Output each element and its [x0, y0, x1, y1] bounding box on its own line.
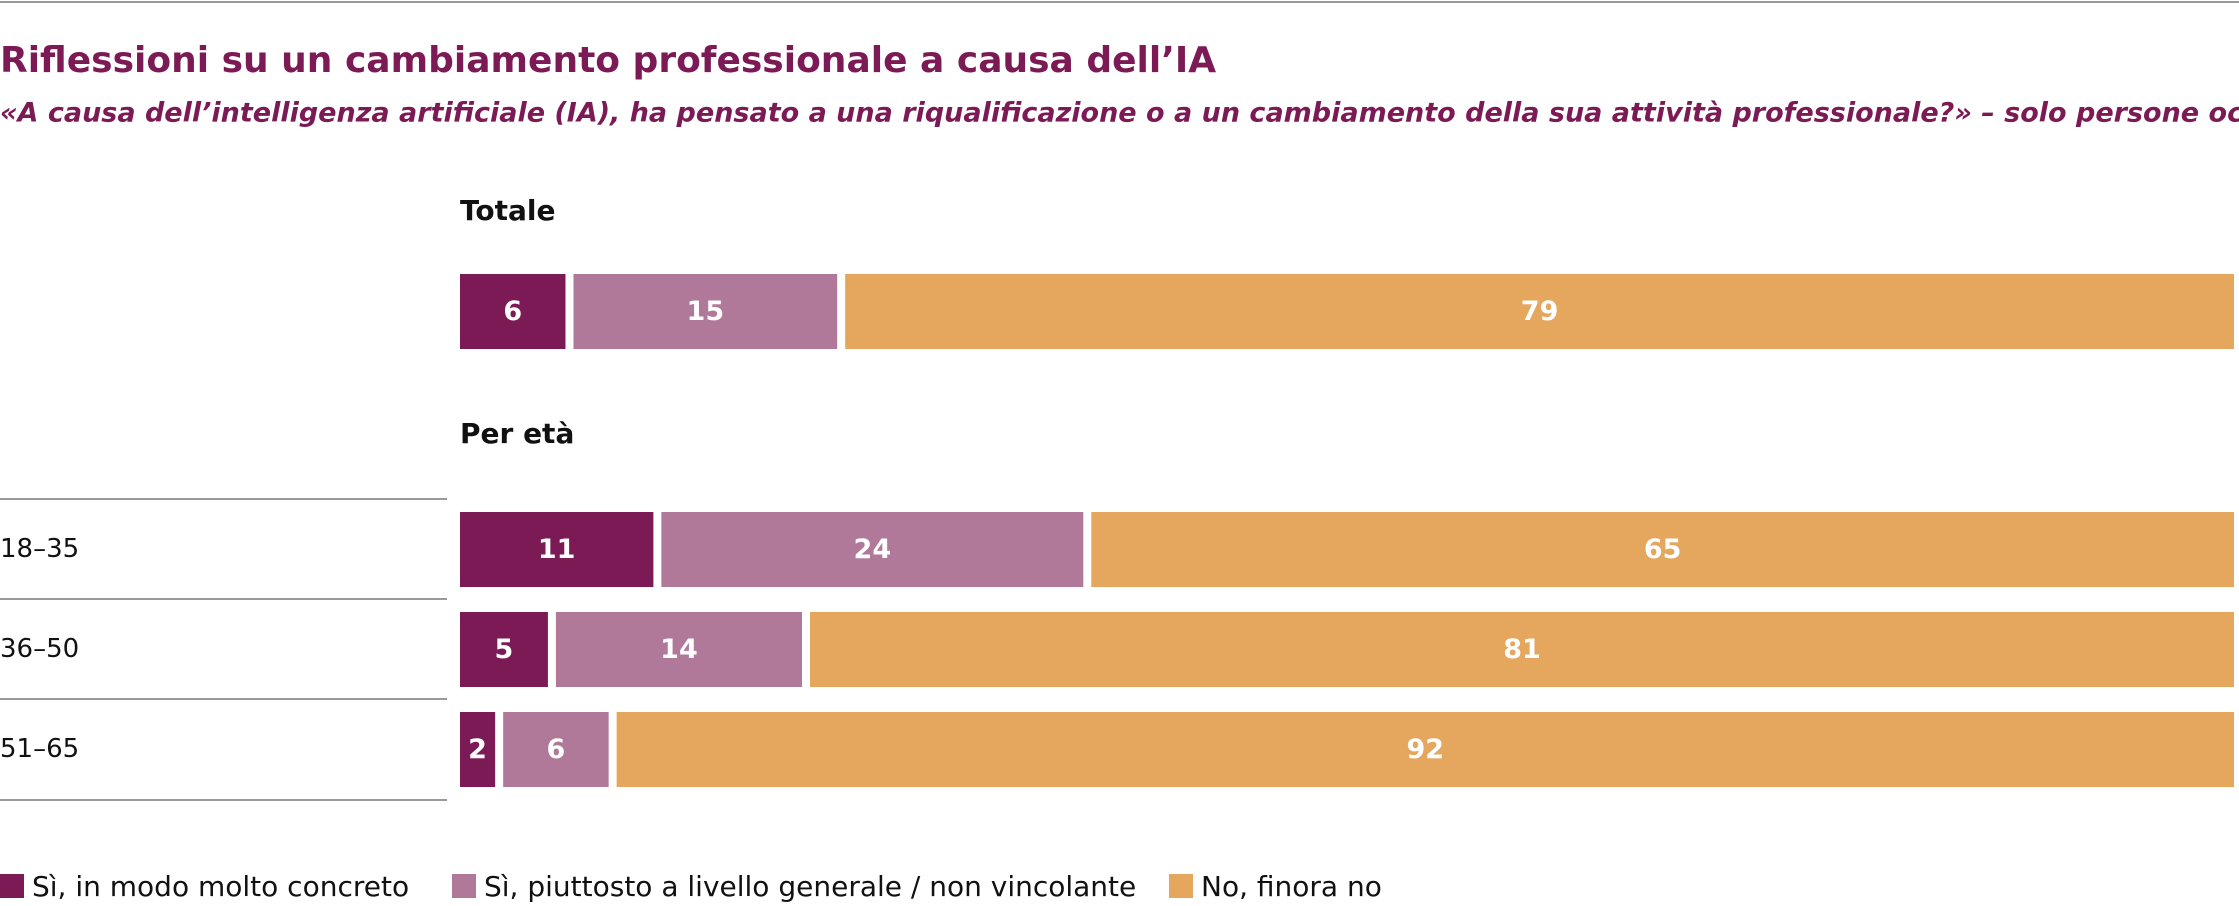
category-label: 18–35 [0, 534, 79, 564]
bar-segment [460, 612, 548, 687]
legend-swatch [452, 874, 476, 898]
value-label: 65 [1644, 534, 1682, 565]
value-label: 14 [660, 634, 698, 665]
legend-label: No, finora no [1201, 870, 1382, 903]
bar-segment [503, 712, 609, 787]
value-label: 24 [854, 534, 892, 565]
value-label: 79 [1521, 296, 1559, 327]
value-label: 81 [1503, 634, 1541, 665]
legend-label: Sì, in modo molto concreto [32, 870, 409, 903]
bar-segment [573, 274, 838, 349]
bar-segment [810, 612, 2234, 687]
value-label: 6 [503, 296, 522, 327]
value-label: 92 [1407, 734, 1445, 765]
bar-segment [661, 512, 1084, 587]
legend-swatch [1169, 874, 1193, 898]
bar-segment [616, 712, 2234, 787]
value-label: 15 [687, 296, 725, 327]
bar-segment [460, 274, 566, 349]
value-label: 2 [468, 734, 487, 765]
bar-segment [1091, 512, 2234, 587]
section-heading: Totale [460, 194, 555, 227]
chart-title: Riflessioni su un cambiamento profession… [0, 40, 1216, 81]
bar-segment [460, 712, 496, 787]
section-heading: Per età [460, 417, 574, 450]
bar-segment [845, 274, 2235, 349]
legend-swatch [0, 874, 24, 898]
category-label: 51–65 [0, 734, 79, 764]
value-label: 6 [547, 734, 566, 765]
chart-subtitle: «A causa dell’intelligenza artificiale (… [0, 98, 2239, 129]
legend-label: Sì, piuttosto a livello generale / non v… [484, 870, 1136, 903]
category-label: 36–50 [0, 634, 79, 664]
bar-segment [555, 612, 803, 687]
bar-segment [460, 512, 654, 587]
value-label: 5 [495, 634, 514, 665]
value-label: 11 [538, 534, 576, 565]
